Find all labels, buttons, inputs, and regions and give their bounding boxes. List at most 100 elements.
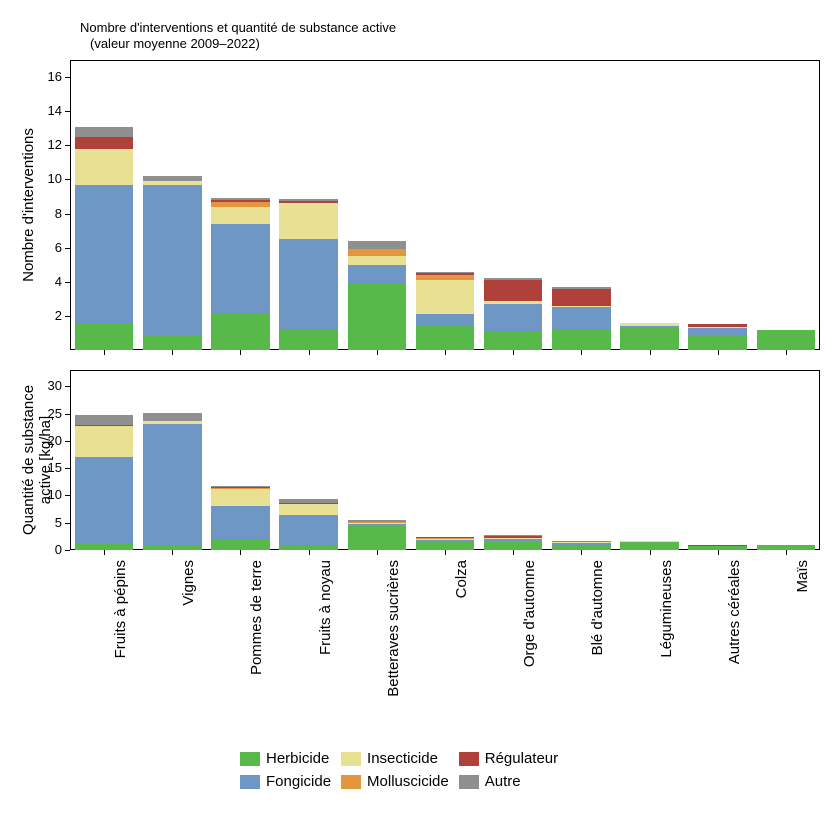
bar-segment (75, 543, 134, 550)
ytick-mark (65, 282, 70, 283)
bar-segment (279, 499, 338, 502)
bar-segment (75, 426, 134, 457)
bar-segment (620, 542, 679, 550)
bar-segment (688, 328, 747, 335)
ytick-label: 30 (32, 378, 62, 393)
bar-segment (620, 326, 679, 328)
ytick-mark (65, 386, 70, 387)
legend-label: Herbicide (266, 750, 329, 767)
ytick-mark (65, 145, 70, 146)
xtick-label: Orge d'automne (521, 560, 538, 760)
bar-segment (688, 335, 747, 350)
bar-segment (484, 331, 543, 350)
bar-segment (348, 523, 407, 524)
xtick-label: Fruits à pépins (112, 560, 129, 760)
ytick-label: 10 (32, 171, 62, 186)
bar-segment (143, 424, 202, 546)
bar-segment (620, 328, 679, 350)
legend-label: Insecticide (367, 750, 438, 767)
bar-segment (348, 522, 407, 523)
ytick-label: 4 (32, 274, 62, 289)
bar-segment (348, 249, 407, 256)
bar-segment (211, 539, 270, 550)
bar-segment (552, 287, 611, 289)
bar-segment (757, 330, 816, 350)
ytick-label: 20 (32, 433, 62, 448)
bar-segment (416, 272, 475, 274)
ytick-label: 25 (32, 406, 62, 421)
xtick-mark (581, 350, 582, 355)
xtick-label: Autres céréales (726, 560, 743, 760)
bar-segment (688, 545, 747, 546)
bar-segment (416, 538, 475, 539)
legend-label: Autre (485, 773, 521, 790)
bar-segment (75, 324, 134, 350)
ytick-label: 2 (32, 308, 62, 323)
bar-segment (416, 326, 475, 350)
bar-segment (279, 199, 338, 201)
xtick-mark (377, 350, 378, 355)
bar-segment (484, 280, 543, 300)
bar-segment (75, 149, 134, 185)
xtick-mark (786, 550, 787, 555)
bar-segment (484, 304, 543, 331)
legend-swatch (459, 752, 479, 766)
xtick-mark (513, 550, 514, 555)
bar-segment (211, 506, 270, 539)
bar-segment (211, 207, 270, 224)
bar-segment (75, 415, 134, 424)
bar-segment (416, 280, 475, 314)
legend-label: Régulateur (485, 750, 558, 767)
xtick-mark (240, 350, 241, 355)
ytick-mark (65, 441, 70, 442)
bar-segment (75, 185, 134, 325)
bar-segment (143, 421, 202, 424)
xtick-label: Pommes de terre (248, 560, 265, 760)
bar-segment (348, 523, 407, 525)
legend-item: Régulateur (459, 750, 558, 767)
ytick-mark (65, 248, 70, 249)
xtick-mark (581, 550, 582, 555)
bar-segment (279, 504, 338, 515)
bar-segment (75, 127, 134, 137)
bar-segment (688, 327, 747, 328)
legend-swatch (459, 775, 479, 789)
bar-segment (75, 457, 134, 543)
ytick-label: 12 (32, 137, 62, 152)
bar-segment (552, 306, 611, 308)
xtick-mark (104, 550, 105, 555)
legend-swatch (240, 775, 260, 789)
xtick-label: Vignes (180, 560, 197, 760)
xtick-mark (650, 550, 651, 555)
bar-segment (484, 301, 543, 304)
ytick-label: 6 (32, 240, 62, 255)
ytick-label: 15 (32, 460, 62, 475)
bar-segment (348, 256, 407, 265)
chart-title-line1: Nombre d'interventions et quantité de su… (80, 20, 396, 35)
bar-segment (279, 203, 338, 239)
bar-segment (552, 542, 611, 544)
bar-segment (348, 520, 407, 522)
xtick-label: Légumineuses (658, 560, 675, 760)
bar-segment (688, 324, 747, 327)
bar-segment (279, 201, 338, 204)
bar-segment (484, 542, 543, 550)
bar-segment (416, 273, 475, 275)
bar-segment (552, 330, 611, 350)
bar-segment (552, 541, 611, 542)
legend-item: Insecticide (341, 750, 449, 767)
bar-segment (416, 314, 475, 326)
legend-item: Fongicide (240, 773, 331, 790)
xtick-mark (513, 350, 514, 355)
ytick-mark (65, 111, 70, 112)
bar-segment (416, 539, 475, 540)
bar-segment (416, 537, 475, 538)
ytick-mark (65, 414, 70, 415)
xtick-mark (309, 550, 310, 555)
legend: HerbicideInsecticideRégulateurFongicideM… (240, 750, 558, 790)
ytick-mark (65, 179, 70, 180)
ytick-mark (65, 468, 70, 469)
xtick-label: Betteraves sucrières (385, 560, 402, 760)
legend-swatch (341, 775, 361, 789)
bar-segment (416, 540, 475, 542)
